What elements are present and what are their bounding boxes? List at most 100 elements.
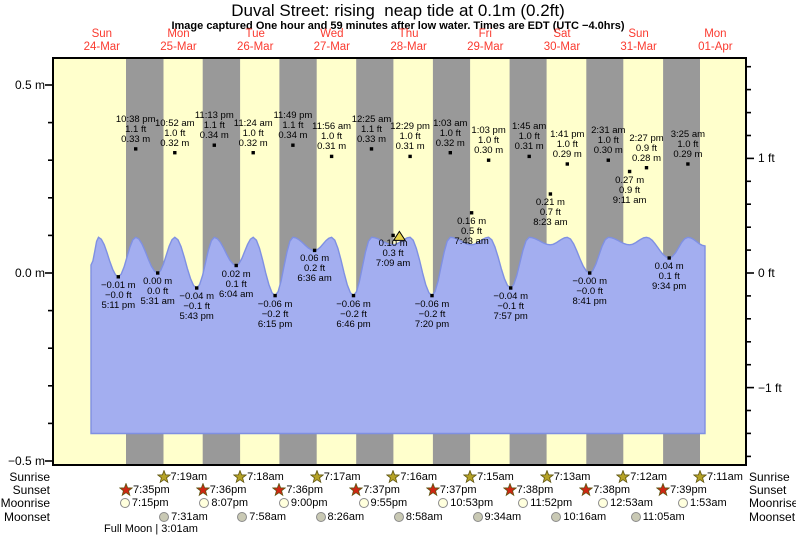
low-tide-annotation: 0.16 m 0.5 ft 7:43 am [454,215,489,247]
sunrise-time: 7:18am [247,471,284,483]
moonrise-circle-icon [358,498,369,508]
footer-label-right-sunrise: Sunrise [749,470,790,484]
low-tide-dot [312,248,317,253]
day-label: Mon 01-Apr [698,28,733,53]
moonset-circle-icon [159,511,170,522]
low-tide-annotation: −0.06 m −0.2 ft 6:46 pm [336,298,371,330]
sunrise-time: 7:12am [630,471,667,483]
sunset-time: 7:36pm [286,484,324,496]
low-tide-annotation: −0.04 m −0.1 ft 5:43 pm [179,291,214,322]
moonrise-time: 8:07pm [211,497,249,509]
low-tide-dot [430,293,434,298]
high-tide-annotation: 1:03 pm 1.0 ft 0.30 m [471,125,506,157]
moonset-circle-icon [315,511,326,522]
y-axis-left-label: 0.0 m [14,266,45,280]
moonrise-circle-icon [438,498,449,508]
high-tide-dot [173,151,177,155]
high-tide-annotation: 2:27 pm 0.9 ft 0.28 m [629,132,664,164]
day-label: Tue 26-Mar [236,28,274,53]
high-tide-annotation: 11:56 am 1.0 ft 0.31 m [312,121,352,153]
moonrise-time: 9:55pm [370,497,408,509]
high-tide-annotation: 1:45 am 1.0 ft 0.31 m [512,121,547,153]
high-tide-annotation: 11:13 pm 1.1 ft 0.34 m [194,110,234,142]
low-tide-dot [667,256,671,260]
sunset-time: 7:37pm [439,484,477,496]
y-axis-right-label: 1 ft [758,151,775,165]
high-tide-dot [644,166,649,170]
y-axis-left-label: 0.5 m [14,78,45,92]
moonset-time: 7:31am [171,510,208,523]
moonset-time: 8:26am [327,510,365,523]
chart-subtitle: Image captured One hour and 59 minutes a… [171,20,625,32]
current-time-marker-icon [392,230,407,241]
high-tide-annotation: 10:38 pm 1.1 ft 0.33 m [115,113,156,145]
high-tide-dot [134,147,138,151]
sunset-time: 7:35pm [133,484,170,496]
footer-label-right-sunset: Sunset [749,483,787,497]
footer-label-left-moonset: Moonset [3,509,50,524]
moonset-time: 10:16am [563,510,607,523]
moonrise-time: 7:15pm [131,497,169,509]
high-tide-annotation: 1:03 am 1.0 ft 0.32 m [433,117,468,149]
low-tide-annotation: 0.02 m 0.1 ft 6:04 am [219,268,254,300]
high-tide-dot [686,162,690,166]
moonrise-circle-icon [199,498,210,508]
low-tide-dot [548,192,553,196]
tide-water-area [90,236,706,435]
moonrise-time: 9:00pm [290,497,328,509]
low-tide-dot [509,286,513,290]
high-tide-annotation: 12:29 pm 1.0 ft 0.31 m [390,121,430,153]
sunrise-time: 7:13am [553,471,591,483]
moonset-time: 7:58am [249,510,286,523]
sunset-time: 7:39pm [670,484,707,496]
moonset-time: 9:34am [484,510,522,523]
day-label: Sun 31-Mar [620,28,657,53]
low-tide-annotation: −0.01 m −0.0 ft 5:11 pm [101,279,136,311]
low-tide-annotation: −0.06 m −0.2 ft 6:15 pm [257,298,293,330]
moonset-circle-icon [393,511,404,522]
low-tide-annotation: 0.21 m 0.7 ft 8:23 am [533,197,568,228]
moonrise-time: 11:52pm [530,497,573,509]
high-tide-dot [606,158,610,162]
sunrise-time: 7:17am [323,471,361,483]
low-tide-dot [234,263,238,268]
low-tide-annotation: −0.00 m −0.0 ft 8:41 pm [572,276,607,307]
high-tide-annotation: 10:52 am 1.0 ft 0.32 m [154,117,195,149]
sunset-time: 7:38pm [593,484,630,496]
page-title: Duval Street: rising neap tide at 0.1m (… [231,1,565,20]
moonset-circle-icon [551,511,562,522]
low-tide-dot [116,275,120,279]
low-tide-annotation: 0.10 m 0.3 ft 7:09 am [375,238,411,270]
low-tide-annotation: −0.06 m −0.2 ft 7:20 pm [414,298,450,330]
moonset-circle-icon [630,511,641,522]
day-label: Wed 27-Mar [313,28,351,53]
moonrise-time: 12:53am [610,497,653,509]
day-label: Thu 28-Mar [390,28,427,53]
sunset-time: 7:36pm [209,484,247,496]
sunrise-time: 7:11am [707,471,743,483]
low-tide-dot [195,286,199,290]
high-tide-dot [408,154,412,159]
y-axis-right-label: 0 ft [758,266,775,280]
footer-label-left-sunrise: Sunrise [9,470,50,484]
low-tide-dot [273,293,277,298]
moonrise-circle-icon [518,498,529,508]
moonset-circle-icon [237,511,248,522]
high-tide-annotation: 1:41 pm 1.0 ft 0.29 m [550,129,585,160]
high-tide-annotation: 12:25 am 1.1 ft 0.33 m [351,113,392,145]
high-tide-dot [291,143,295,147]
high-tide-dot [212,143,216,147]
high-tide-annotation: 3:25 am 1.0 ft 0.29 m [670,129,706,160]
high-tide-dot [565,162,569,166]
high-tide-annotation: 2:31 am 1.0 ft 0.30 m [591,125,626,157]
sunrise-time: 7:15am [477,471,514,483]
low-tide-dot [351,293,356,298]
low-tide-annotation: 0.04 m 0.1 ft 9:34 pm [652,261,687,292]
sunrise-time: 7:19am [170,471,208,483]
moonrise-circle-icon [598,498,609,508]
low-tide-annotation: −0.04 m −0.1 ft 7:57 pm [493,291,528,322]
moonset-time: 8:58am [405,510,443,523]
moonset-time: 11:05am [642,510,685,523]
high-tide-dot [486,158,491,162]
